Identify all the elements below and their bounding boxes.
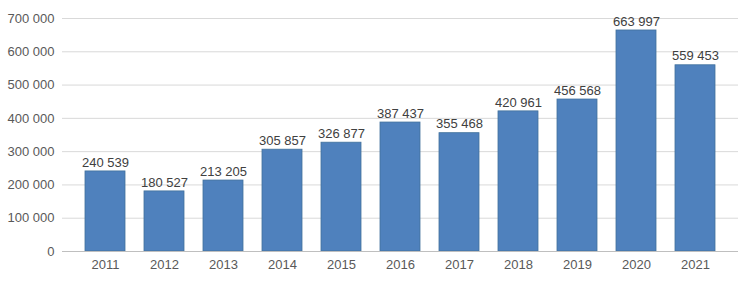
svg-text:559 453: 559 453	[672, 48, 719, 63]
svg-text:2021: 2021	[681, 257, 710, 272]
svg-text:2015: 2015	[327, 257, 356, 272]
svg-text:0: 0	[47, 244, 54, 259]
svg-text:300 000: 300 000	[8, 144, 55, 159]
svg-text:456 568: 456 568	[554, 83, 601, 98]
svg-text:2013: 2013	[209, 257, 238, 272]
svg-text:700 000: 700 000	[8, 11, 55, 26]
svg-text:2012: 2012	[150, 257, 179, 272]
svg-text:305 857: 305 857	[259, 133, 306, 148]
svg-text:400 000: 400 000	[8, 111, 55, 126]
svg-text:663 997: 663 997	[613, 14, 660, 29]
svg-text:2011: 2011	[92, 257, 120, 272]
svg-text:213 205: 213 205	[200, 164, 247, 179]
svg-text:387 437: 387 437	[377, 106, 424, 121]
svg-text:420 961: 420 961	[495, 95, 542, 110]
svg-text:326 877: 326 877	[318, 126, 365, 141]
svg-text:240 539: 240 539	[82, 155, 129, 170]
svg-text:180 527: 180 527	[141, 175, 188, 190]
svg-text:600 000: 600 000	[8, 44, 55, 59]
svg-text:2014: 2014	[268, 257, 297, 272]
svg-text:2019: 2019	[563, 257, 592, 272]
svg-text:2017: 2017	[445, 257, 474, 272]
svg-text:500 000: 500 000	[8, 77, 55, 92]
svg-text:355 468: 355 468	[436, 116, 483, 131]
svg-text:2020: 2020	[622, 257, 651, 272]
svg-text:2018: 2018	[504, 257, 533, 272]
svg-text:200 000: 200 000	[8, 177, 55, 192]
svg-text:100 000: 100 000	[8, 210, 55, 225]
svg-text:2016: 2016	[386, 257, 415, 272]
